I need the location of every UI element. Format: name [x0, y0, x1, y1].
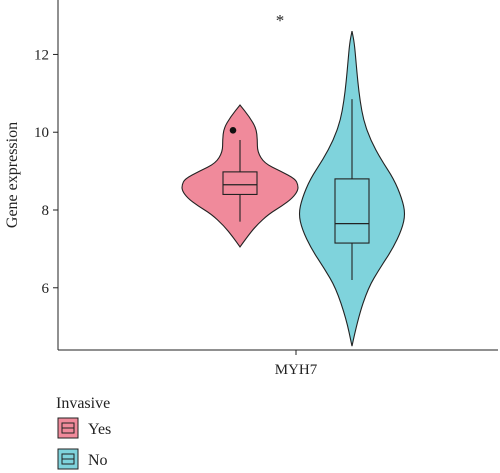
legend-item-no: No [57, 448, 108, 470]
legend-swatch-box [61, 453, 75, 465]
y-tick-label: 8 [42, 203, 50, 219]
box-yes [222, 171, 258, 195]
legend-swatch-box [61, 422, 75, 434]
legend: Invasive Yes No [56, 395, 111, 470]
significance-annotation: * [276, 11, 285, 30]
axes: 6 8 10 12 MYH7 [34, 0, 498, 378]
legend-item-yes: Yes [57, 417, 111, 439]
y-tick-label: 10 [34, 125, 49, 141]
y-tick-label: 12 [34, 47, 49, 63]
legend-label: No [88, 452, 108, 469]
y-tick-label: 6 [42, 281, 50, 297]
box-no [334, 178, 370, 244]
outlier-point-yes [229, 126, 237, 134]
legend-title: Invasive [56, 395, 110, 412]
y-axis-title: Gene expression [4, 122, 21, 228]
legend-label: Yes [88, 421, 111, 438]
plot-area [181, 31, 406, 347]
x-tick-label: MYH7 [275, 362, 318, 378]
